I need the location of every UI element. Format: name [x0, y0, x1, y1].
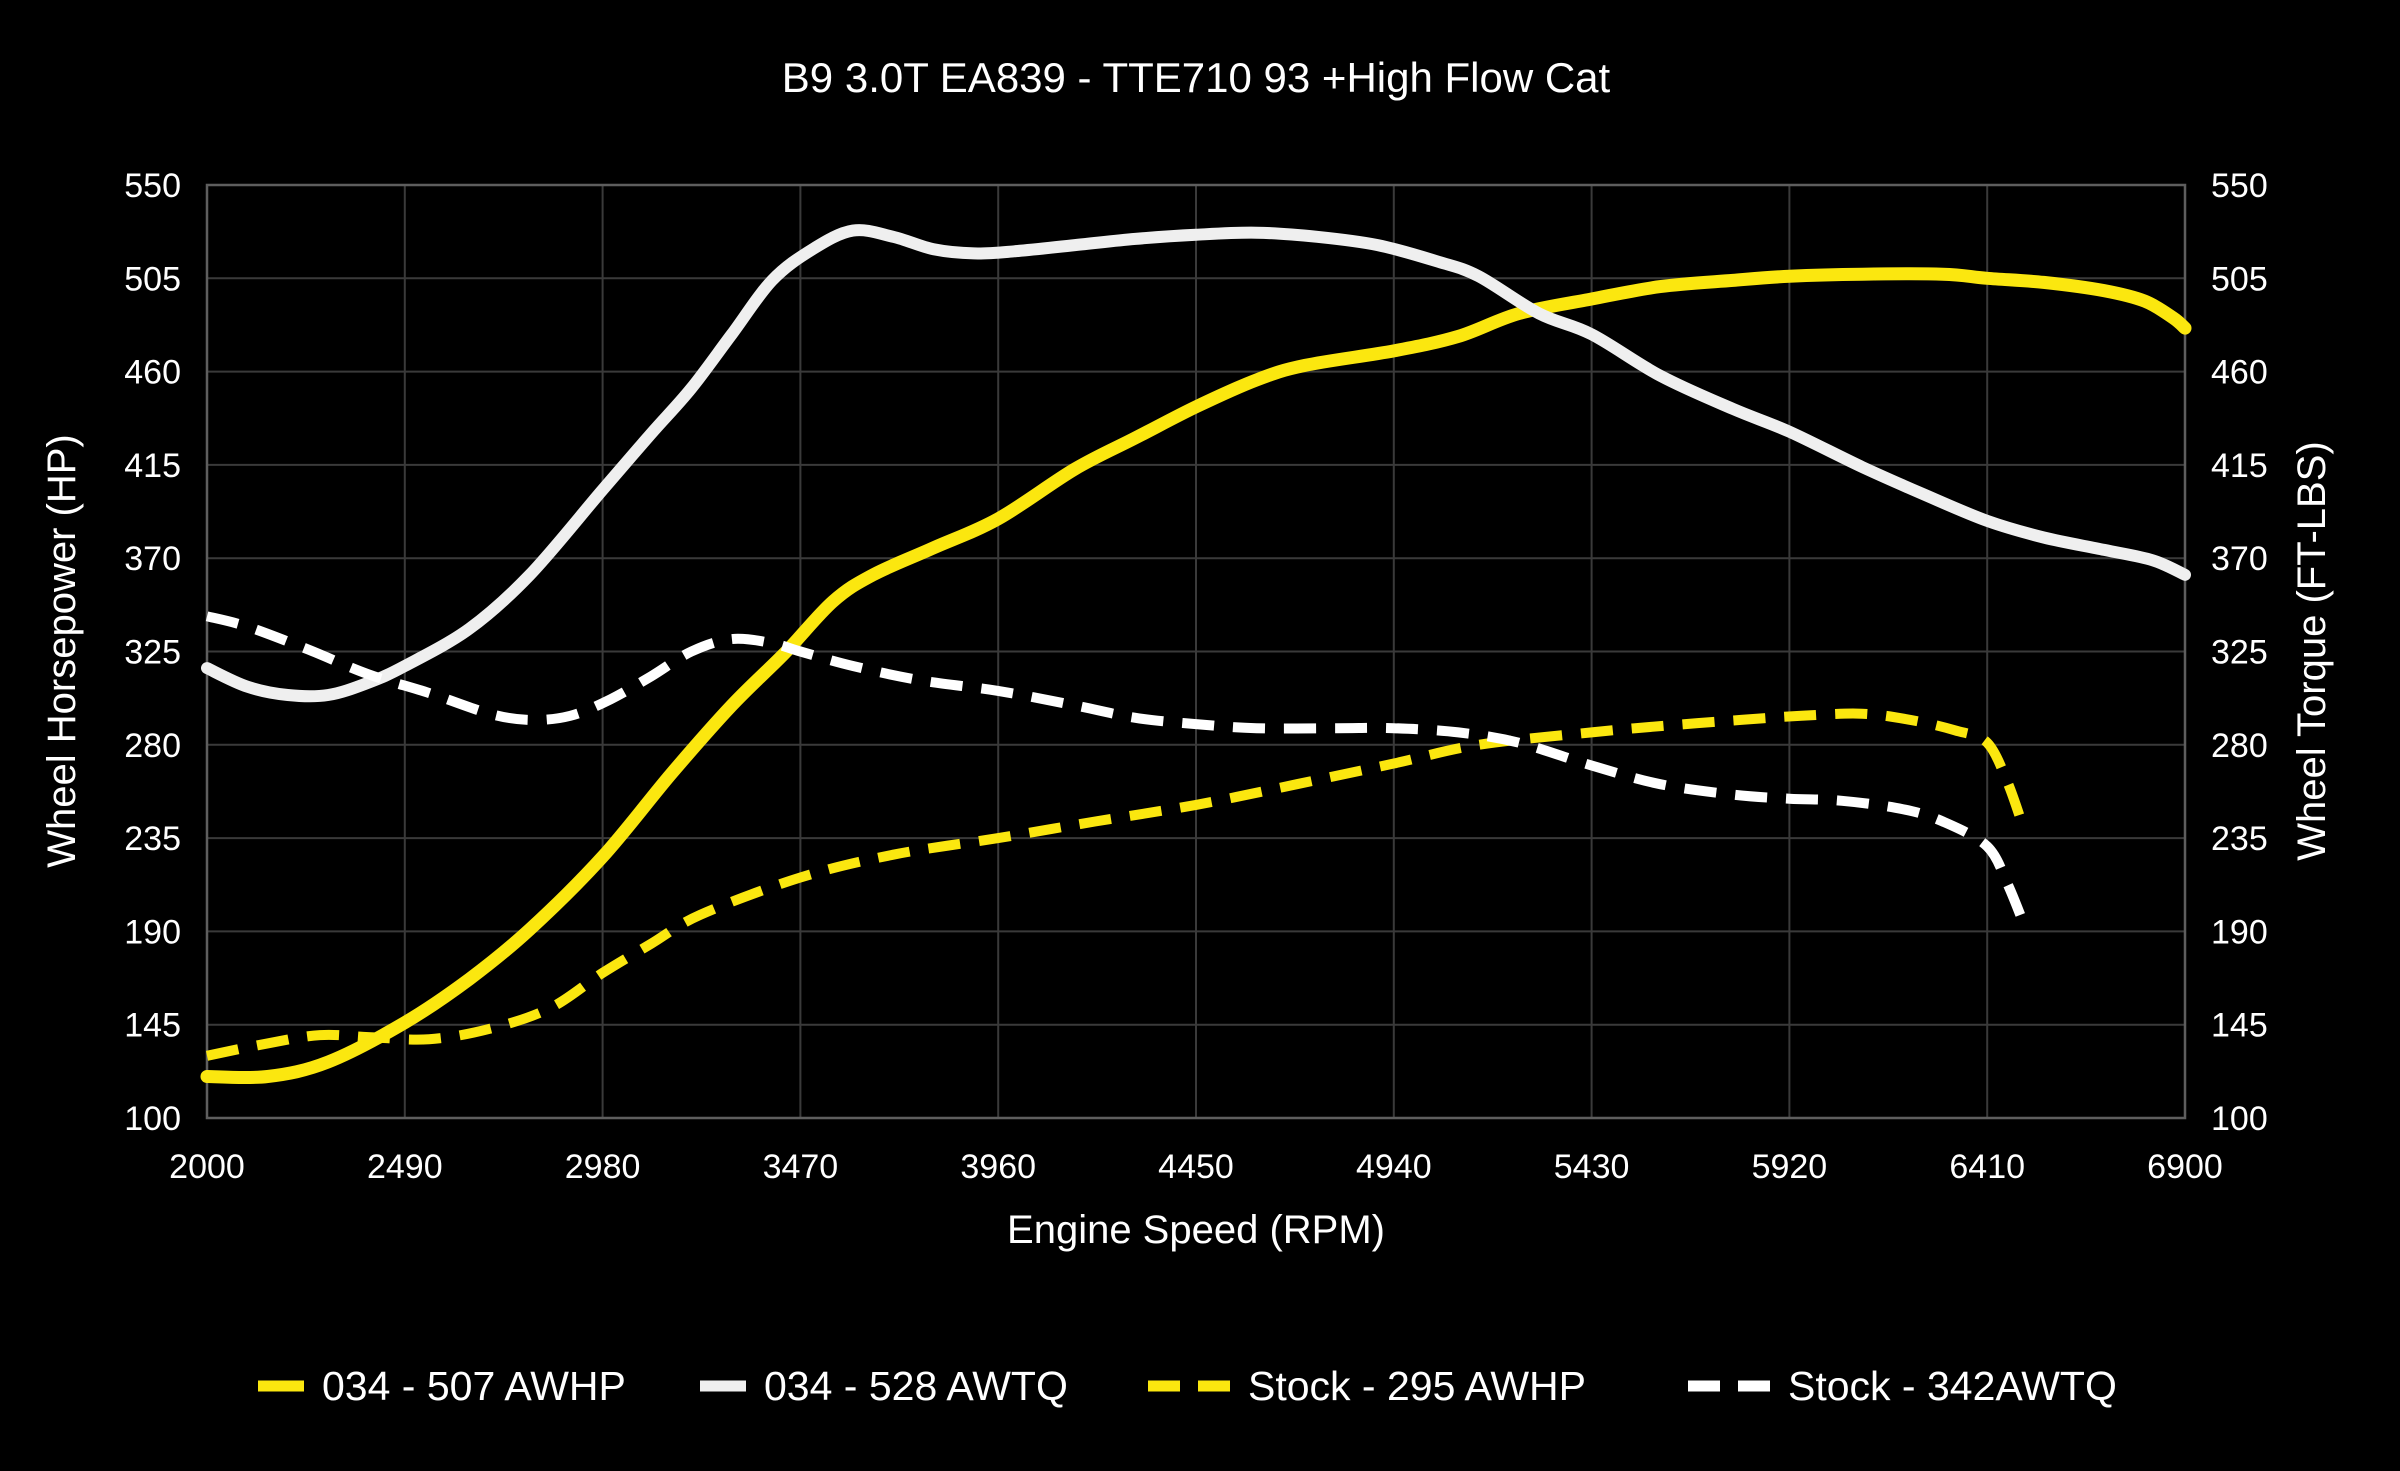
- y-tick-label-left: 550: [124, 167, 181, 205]
- legend-item-stock-342awtq: Stock - 342AWTQ: [1688, 1363, 2117, 1409]
- y-tick-label-left: 370: [124, 540, 181, 578]
- x-tick-label: 2490: [367, 1148, 443, 1186]
- y-tick-label-right: 325: [2211, 634, 2268, 672]
- x-tick-label: 2000: [169, 1148, 245, 1186]
- legend-item-034-528-awtq: 034 - 528 AWTQ: [700, 1363, 1068, 1409]
- y-tick-label-left: 190: [124, 913, 181, 951]
- y-tick-label-left: 460: [124, 354, 181, 392]
- x-tick-label: 2980: [565, 1148, 641, 1186]
- y-tick-label-right: 145: [2211, 1007, 2268, 1045]
- y-tick-label-left: 280: [124, 727, 181, 765]
- x-tick-label: 5920: [1752, 1148, 1828, 1186]
- series-path-034-528-awtq: [201, 224, 2191, 703]
- series-path-034-507-awhp: [200, 267, 2192, 1085]
- legend: 034 - 507 AWHP 034 - 528 AWTQ Stock - 295 …: [258, 1363, 2117, 1409]
- legend-label: 034 - 528 AWTQ: [764, 1363, 1068, 1409]
- x-tick-label: 3470: [763, 1148, 839, 1186]
- y-tick-label-left: 505: [124, 260, 181, 298]
- x-tick-label: 6410: [1949, 1148, 2025, 1186]
- y-tick-label-right: 370: [2211, 540, 2268, 578]
- series-layer: [200, 224, 2192, 1085]
- plot-frame: [205, 183, 2187, 1120]
- legend-item-stock-295-awhp: Stock - 295 AWHP: [1148, 1363, 1586, 1409]
- x-axis-label: Engine Speed (RPM): [1007, 1208, 1385, 1252]
- y-axis-label-right: Wheel Torque (FT-LBS): [2290, 441, 2334, 860]
- x-tick-label: 6900: [2147, 1148, 2223, 1186]
- y-tick-label-left: 235: [124, 820, 181, 858]
- y-tick-label-right: 550: [2211, 167, 2268, 205]
- x-tick-label: 3960: [960, 1148, 1036, 1186]
- legend-item-034-507-awhp: 034 - 507 AWHP: [258, 1363, 626, 1409]
- legend-label: Stock - 342AWTQ: [1788, 1363, 2117, 1409]
- y-tick-label-right: 505: [2211, 260, 2268, 298]
- legend-label: Stock - 295 AWHP: [1248, 1363, 1586, 1409]
- x-tick-label: 5430: [1554, 1148, 1630, 1186]
- chart-title: B9 3.0T EA839 - TTE710 93 +High Flow Cat: [782, 54, 1611, 101]
- y-tick-label-right: 190: [2211, 913, 2268, 951]
- y-tick-label-right: 415: [2211, 447, 2268, 485]
- y-tick-label-right: 100: [2211, 1100, 2268, 1138]
- x-tick-label: 4940: [1356, 1148, 1432, 1186]
- x-tick-label: 4450: [1158, 1148, 1234, 1186]
- y-tick-label-left: 145: [124, 1007, 181, 1045]
- series-path-stock-342awtq: [205, 611, 2029, 925]
- y-tick-label-right: 280: [2211, 727, 2268, 765]
- y-tick-label-left: 415: [124, 447, 181, 485]
- y-tick-label-left: 325: [124, 634, 181, 672]
- tick-labels: 2000 2490 2980 3470 3960 4450 4940 5430 5920 6410…: [124, 167, 2267, 1186]
- y-tick-label-right: 235: [2211, 820, 2268, 858]
- series-path-stock-295-awhp: [205, 708, 2029, 1061]
- y-tick-label-left: 100: [124, 1100, 181, 1138]
- y-tick-label-right: 460: [2211, 354, 2268, 392]
- y-axis-label-left: Wheel Horsepower (HP): [40, 434, 84, 867]
- legend-label: 034 - 507 AWHP: [322, 1363, 626, 1409]
